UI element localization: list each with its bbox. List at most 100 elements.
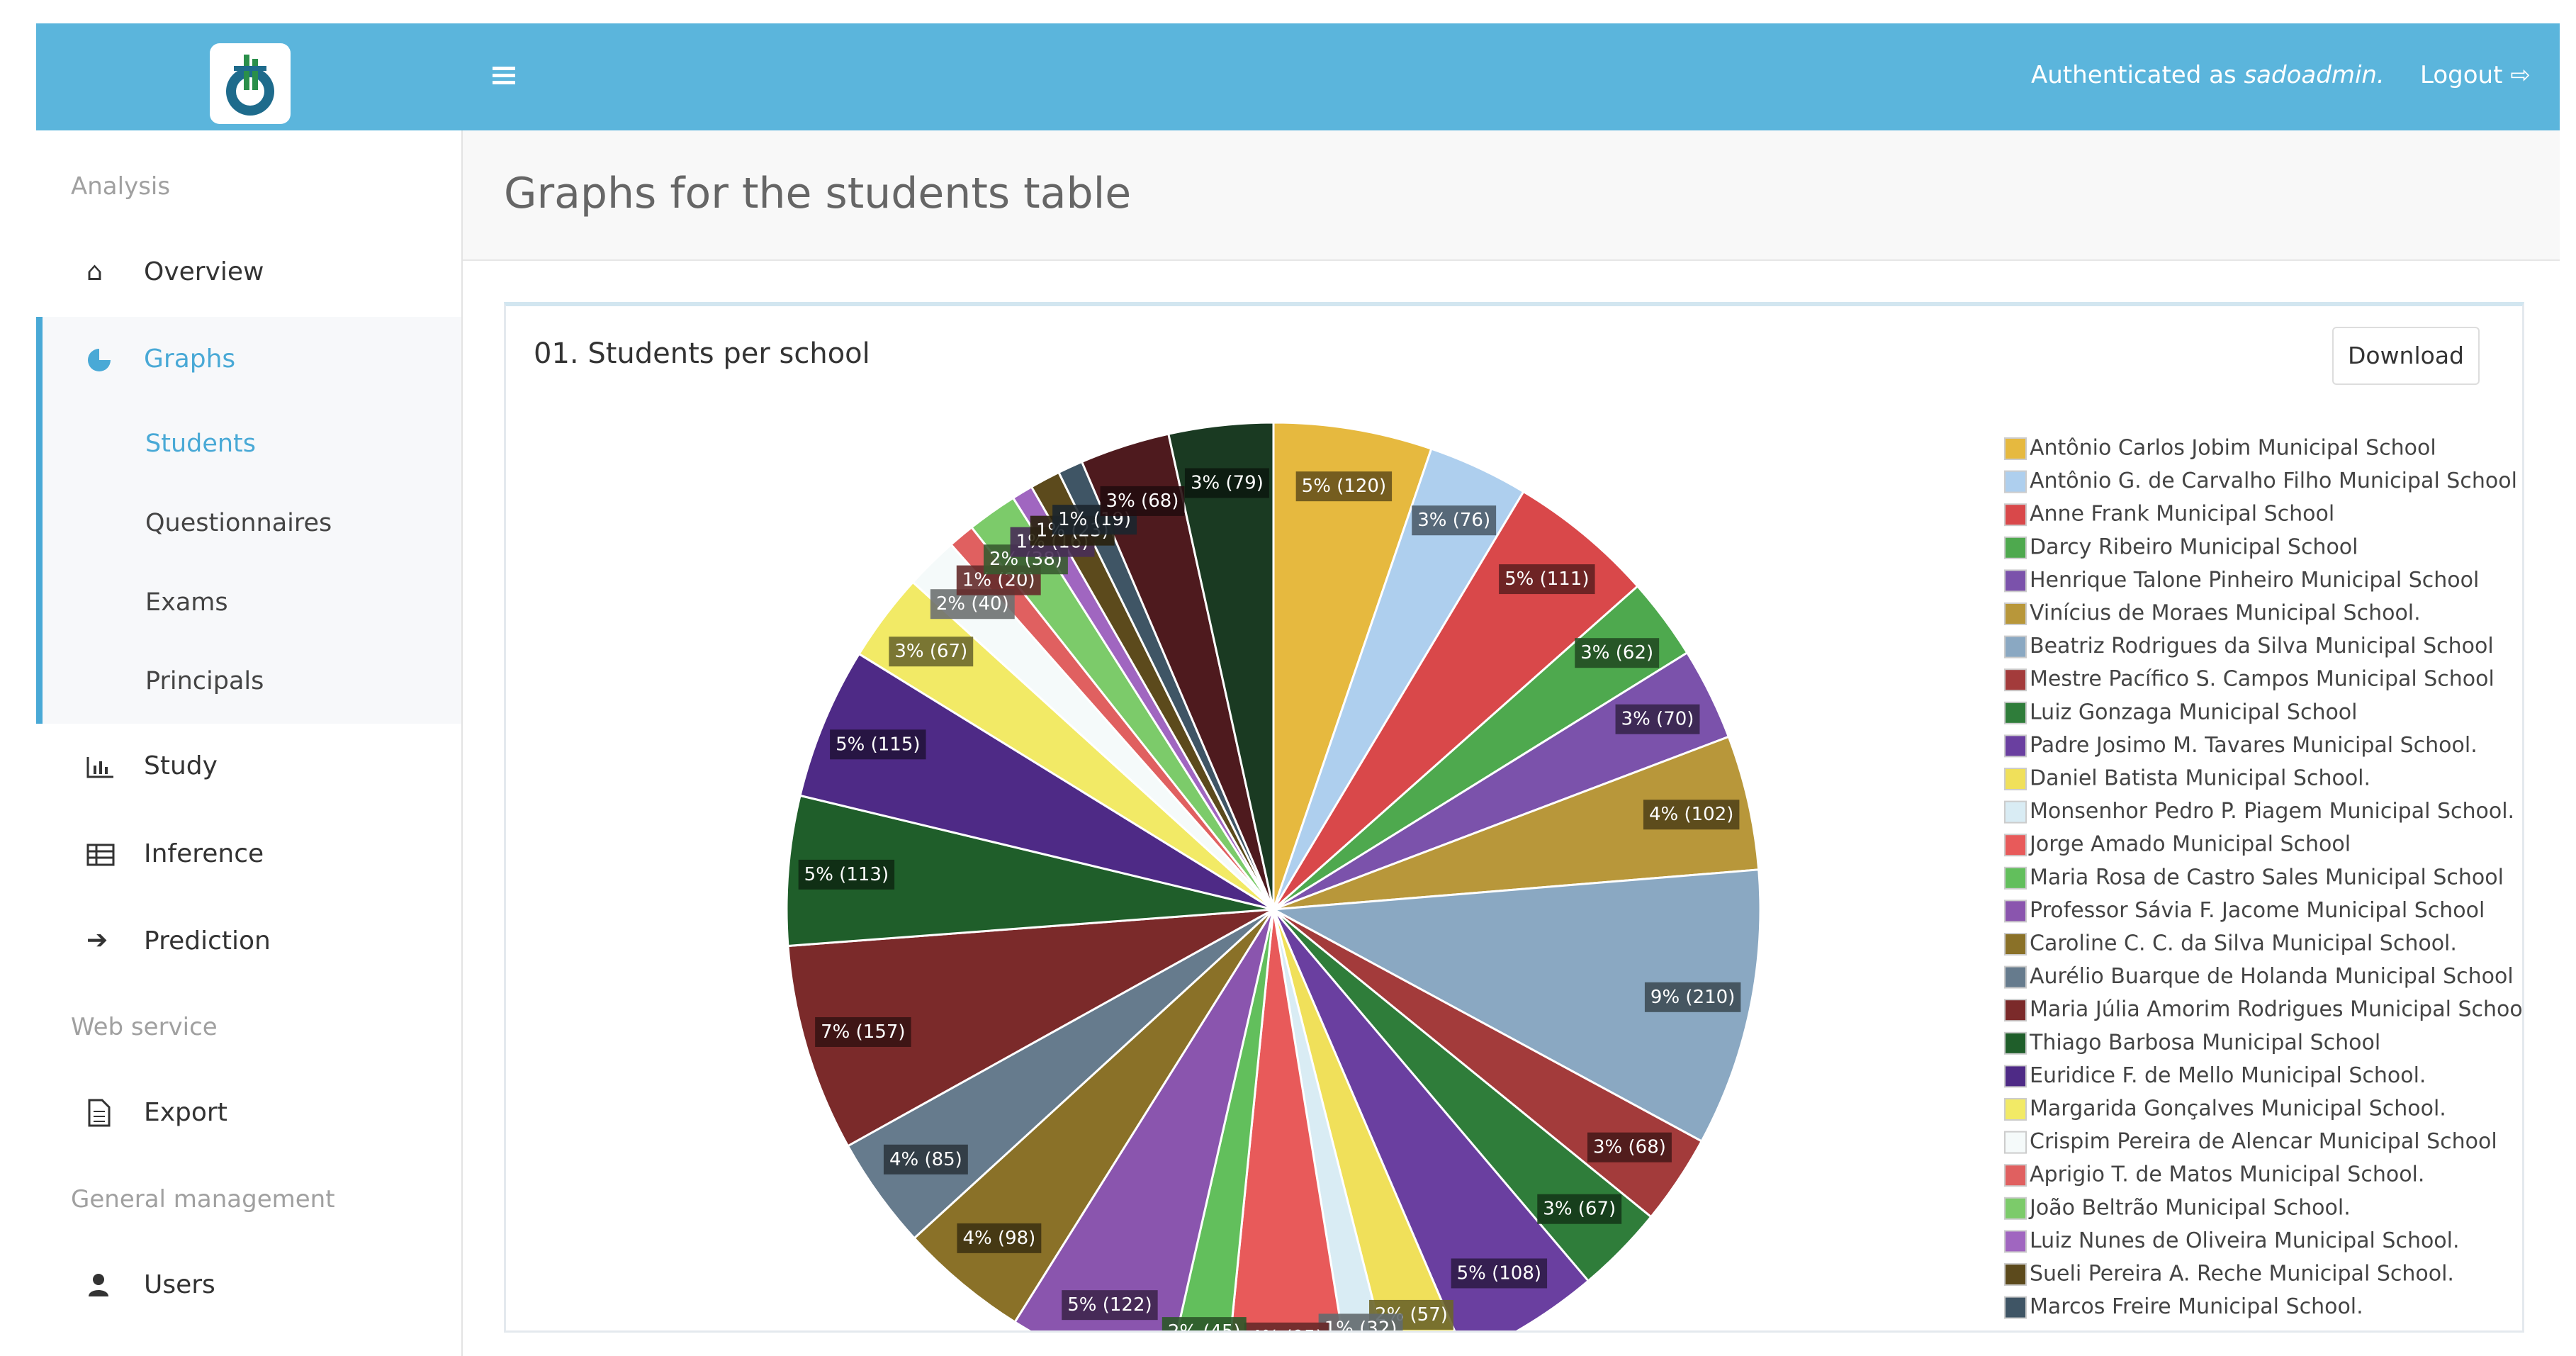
data-label: 5% (122) — [1062, 1290, 1158, 1321]
auth-status: Authenticated as sadoadmin. — [2031, 61, 2385, 89]
legend-label: Henrique Talone Pinheiro Municipal Schoo… — [2030, 568, 2479, 593]
data-label: 3% (67) — [1537, 1194, 1622, 1224]
legend-label: Marcos Freire Municipal School. — [2030, 1294, 2363, 1319]
data-label-text: 3% (67) — [894, 641, 967, 662]
pie-chart: 5% (120) 3% (76) 5% (111) 3% (62) 3% (70) 4% … — [785, 421, 2522, 1330]
pie-slice — [1272, 490, 1639, 911]
legend-swatch — [2004, 1098, 2027, 1121]
data-label: 3% (68) — [1587, 1132, 1672, 1162]
legend-swatch — [2004, 768, 2027, 790]
logout[interactable]: Logout ⇨ — [2420, 61, 2531, 89]
legend-swatch — [2004, 470, 2027, 493]
data-label-text: 3% (62) — [1580, 642, 1653, 663]
card-title: 01. Students per school — [534, 337, 870, 370]
data-label-bg — [1184, 468, 1269, 498]
logo — [210, 43, 291, 124]
data-label-text: 5% (122) — [1067, 1294, 1152, 1316]
data-label: 5% (111) — [1499, 564, 1595, 595]
pie-slice — [1272, 909, 1590, 1330]
data-label: 4% (95) — [1244, 1322, 1329, 1330]
nav-item[interactable]: Study — [144, 751, 218, 780]
data-label-text: 5% (113) — [804, 864, 889, 885]
legend-swatch — [2004, 999, 2027, 1022]
download-button[interactable]: Download — [2332, 327, 2480, 385]
data-label-bg — [883, 1144, 968, 1175]
legend-swatch — [2004, 437, 2027, 460]
data-label-text: 4% (102) — [1649, 804, 1733, 825]
data-label-text: 5% (120) — [1302, 476, 1386, 497]
section-title: Web service — [71, 1013, 218, 1041]
nav-subitem[interactable]: Principals — [145, 667, 264, 695]
legend-swatch — [2004, 800, 2027, 824]
nav-item[interactable]: Users — [144, 1270, 215, 1299]
legend-label: Euridice F. de Mello Municipal School. — [2030, 1063, 2426, 1088]
legend-label: Vinícius de Moraes Municipal School. — [2030, 601, 2421, 626]
nav-item[interactable]: Graphs — [144, 344, 236, 374]
data-label: 3% (68) — [1100, 486, 1185, 516]
legend-label: Luiz Nunes de Oliveira Municipal School. — [2030, 1228, 2460, 1253]
data-label-bg — [1644, 982, 1741, 1012]
legend-swatch — [2004, 1065, 2027, 1088]
data-label-text: 2% (40) — [936, 593, 1009, 615]
legend-swatch — [2004, 668, 2027, 692]
legend-swatch — [2004, 603, 2027, 625]
nav-subitem[interactable]: Exams — [145, 588, 228, 617]
data-label-bg — [1412, 505, 1497, 536]
nav-icon — [88, 1099, 111, 1127]
nav-item[interactable]: Inference — [144, 839, 264, 868]
data-label-bg — [815, 1016, 911, 1047]
data-label-bg — [1499, 564, 1595, 595]
pie-slice — [787, 908, 1274, 1148]
legend-label: Antônio Carlos Jobim Municipal School — [2030, 436, 2436, 461]
legend-swatch — [2004, 1131, 2027, 1154]
legend-label: Crispim Pereira de Alencar Municipal Sch… — [2030, 1129, 2497, 1154]
page-header — [463, 130, 2560, 261]
legend-swatch — [2004, 569, 2027, 593]
data-label-text: 7% (157) — [821, 1021, 905, 1043]
data-label-bg — [1587, 1132, 1672, 1162]
legend-label: Daniel Batista Municipal School. — [2030, 766, 2370, 791]
nav-subitem[interactable]: Questionnaires — [145, 509, 332, 537]
legend-swatch — [2004, 635, 2027, 659]
legend-label: João Beltrão Municipal School. — [2028, 1195, 2351, 1220]
menu-toggle[interactable] — [493, 65, 517, 86]
data-label-bg — [1615, 704, 1700, 734]
pie-slice — [1167, 421, 1275, 910]
legend-swatch — [2004, 965, 2027, 989]
legend-swatch — [2004, 536, 2027, 559]
legend-swatch — [2004, 1031, 2027, 1055]
nav-item[interactable]: Prediction — [144, 926, 271, 956]
nav-subitem[interactable]: Students — [145, 430, 257, 458]
legend-label: Darcy Ribeiro Municipal School — [2030, 534, 2358, 559]
legend-label: Padre Josimo M. Tavares Municipal School… — [2030, 733, 2477, 758]
legend-swatch — [2004, 1230, 2027, 1253]
legend-swatch — [2004, 701, 2027, 724]
data-label-text: 3% (76) — [1417, 510, 1490, 531]
legend-swatch — [2004, 1197, 2027, 1220]
data-label: 4% (102) — [1643, 800, 1740, 830]
data-label: 5% (108) — [1451, 1258, 1548, 1289]
legend-label: Mestre Pacífico S. Campos Municipal Scho… — [2030, 667, 2495, 692]
pie-slice — [785, 794, 1274, 948]
legend-swatch — [2004, 1296, 2027, 1319]
pie-slice — [1269, 868, 1762, 1143]
data-label: 3% (76) — [1412, 505, 1497, 536]
data-label-bg — [1244, 1322, 1329, 1330]
legend-swatch — [2004, 900, 2027, 923]
data-label-text: 1% (32) — [1324, 1318, 1397, 1330]
legend-label: Professor Sávia F. Jacome Municipal Scho… — [2030, 898, 2485, 923]
username: sadoadmin. — [2244, 61, 2385, 89]
nav-item[interactable]: Overview — [144, 257, 264, 286]
legend-label: Sueli Pereira A. Reche Municipal School. — [2030, 1262, 2454, 1287]
data-label-bg — [1100, 486, 1185, 516]
data-label-text: 3% (68) — [1593, 1137, 1666, 1158]
legend-label: Maria Júlia Amorim Rodrigues Municipal S… — [2030, 997, 2522, 1022]
logout-text[interactable]: Logout — [2420, 61, 2503, 89]
nav-icon — [86, 757, 113, 778]
chart-card: 01. Students per school Download 5% (120… — [504, 302, 2524, 1333]
data-label-bg — [830, 729, 926, 760]
nav-item[interactable]: Export — [144, 1098, 227, 1127]
data-label-text: 5% (111) — [1504, 568, 1589, 590]
auth-text: Authenticated as — [2031, 61, 2237, 89]
